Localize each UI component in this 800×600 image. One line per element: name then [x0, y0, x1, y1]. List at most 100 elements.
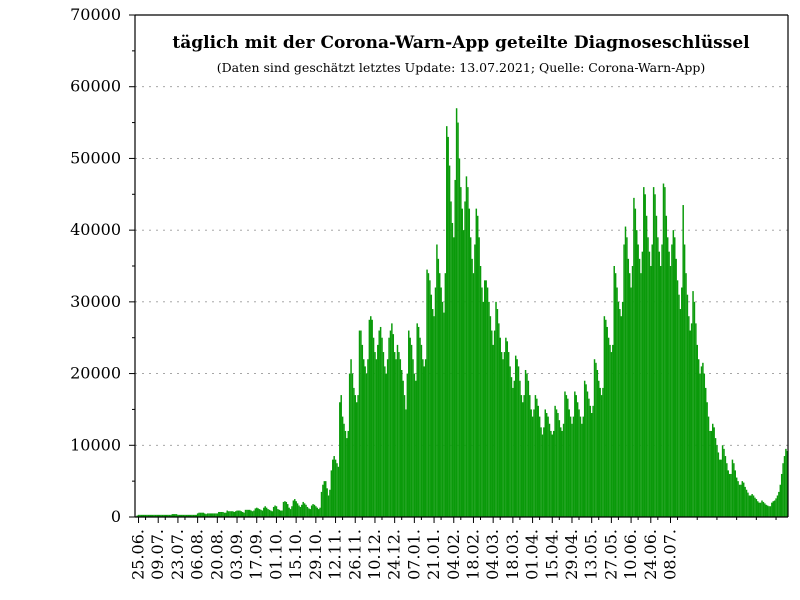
bar [226, 510, 228, 517]
bar [196, 513, 199, 517]
bar [191, 514, 193, 517]
bar [631, 266, 634, 517]
bar [277, 509, 279, 517]
bar [527, 380, 530, 517]
bar [332, 459, 334, 517]
x-tick-label: 10.12. [365, 529, 384, 580]
bar [323, 481, 326, 517]
bar [281, 510, 283, 517]
bar [422, 359, 424, 517]
bar [669, 266, 672, 517]
bar [703, 373, 706, 517]
bar [572, 416, 575, 517]
bar [457, 122, 459, 517]
bar [415, 380, 417, 517]
bar [368, 319, 371, 517]
bar [219, 511, 221, 517]
bar [658, 251, 661, 517]
bar [346, 438, 348, 517]
bar [476, 215, 479, 518]
bar [254, 508, 257, 517]
bar [270, 510, 272, 517]
bar [523, 395, 525, 517]
bar [212, 513, 214, 517]
bar [550, 430, 552, 517]
x-tick-label: 25.06. [129, 529, 148, 580]
bar [275, 506, 278, 517]
bar [168, 514, 171, 517]
bar [664, 187, 666, 518]
x-tick-label: 12.11. [326, 529, 345, 580]
x-tick-label: 24.12. [385, 529, 404, 580]
bar [430, 294, 433, 517]
bar [702, 362, 704, 517]
bar [513, 380, 516, 517]
bar [182, 514, 185, 517]
x-tick-label: 08.07. [660, 529, 679, 580]
bar [410, 344, 413, 517]
bar [312, 504, 314, 517]
bar [654, 194, 656, 518]
bar [554, 405, 556, 517]
bar [372, 337, 375, 517]
bar [408, 330, 410, 517]
bar [185, 514, 188, 517]
bar [144, 514, 147, 517]
bar [606, 326, 608, 517]
bar [357, 395, 359, 517]
bar [650, 266, 652, 517]
bar [644, 194, 646, 518]
bar [588, 398, 590, 517]
bar [633, 197, 635, 517]
x-tick-label: 10.06. [621, 529, 640, 580]
bar [568, 409, 570, 517]
bar [251, 511, 254, 517]
bar [151, 514, 154, 517]
bar [645, 215, 648, 518]
bar [209, 513, 212, 517]
bar [417, 326, 420, 517]
bar [201, 512, 203, 517]
bar [675, 258, 677, 517]
bar [247, 509, 250, 517]
bar [167, 514, 169, 517]
bar [544, 409, 547, 517]
bar [317, 509, 320, 517]
bar [371, 319, 373, 517]
bar [423, 366, 425, 517]
bar [484, 280, 486, 517]
bar [177, 514, 179, 517]
bar [500, 352, 503, 517]
bar [377, 344, 379, 517]
bar [233, 511, 235, 517]
bar [413, 373, 416, 517]
bar [620, 316, 623, 517]
bar [261, 510, 264, 517]
bar [337, 466, 340, 517]
bar [178, 514, 181, 517]
bar [630, 287, 632, 517]
bar [647, 237, 649, 517]
bar [391, 323, 393, 517]
bar [598, 380, 600, 517]
bar [184, 514, 186, 517]
x-tick-label: 13.05. [582, 529, 601, 580]
bar [268, 509, 271, 517]
bar [592, 405, 594, 517]
bar [365, 373, 368, 517]
bar [602, 387, 604, 517]
bar [603, 316, 606, 517]
bar [298, 505, 300, 517]
bar [154, 514, 157, 517]
bar [773, 500, 776, 517]
bar [205, 514, 207, 517]
bar [388, 337, 390, 517]
bar [692, 291, 694, 517]
bar [638, 258, 641, 517]
bar [264, 506, 266, 517]
bar [562, 423, 565, 517]
bar [464, 201, 466, 517]
bar [160, 514, 162, 517]
x-tick-label: 15.10. [286, 529, 305, 580]
bar [586, 391, 589, 517]
